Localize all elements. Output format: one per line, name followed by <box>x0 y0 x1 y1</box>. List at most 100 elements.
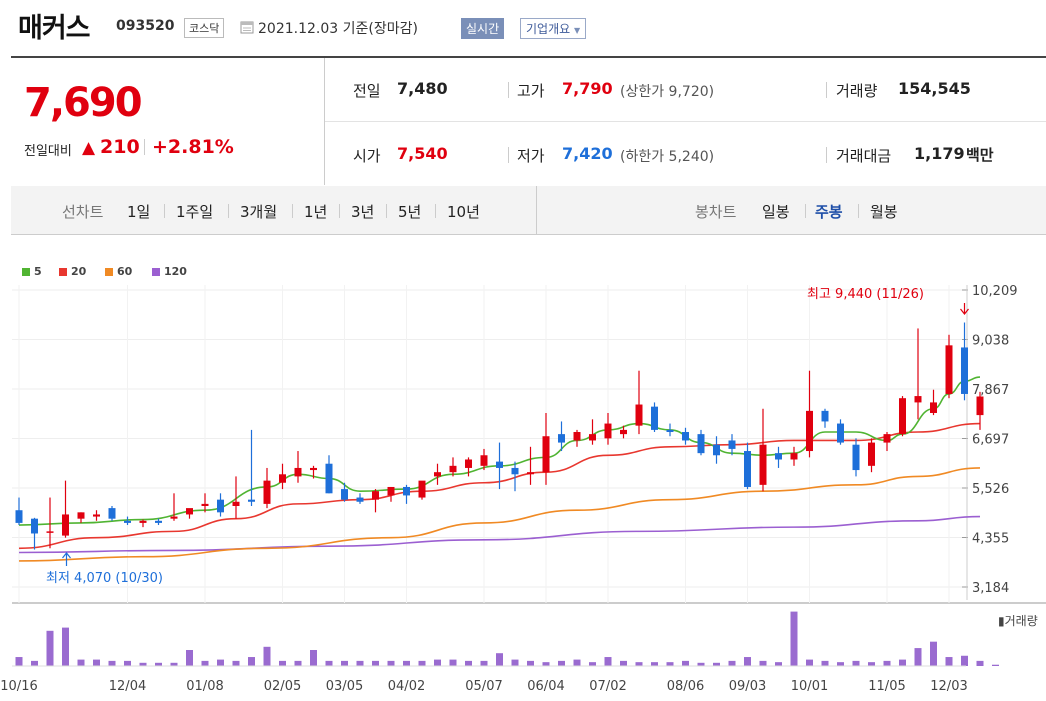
dropdown-arrow-icon: ▼ <box>574 26 581 35</box>
candle-body <box>666 429 674 433</box>
volume-bar <box>480 660 488 666</box>
ma120-line <box>18 515 981 554</box>
candle-body <box>279 474 286 483</box>
company-overview-button[interactable]: 기업개요 ▼ <box>520 18 587 39</box>
candle-body <box>46 531 54 533</box>
candle-body <box>387 486 395 496</box>
candle-body <box>263 480 271 504</box>
y-tick-label: 5,526 <box>972 482 1009 497</box>
volume-bar <box>635 662 643 666</box>
volume-bar <box>697 662 705 666</box>
high-arrow-icon <box>960 303 969 315</box>
period-1y[interactable]: 1년 <box>304 203 328 221</box>
y-tick-label: 10,209 <box>972 284 1018 299</box>
high-value: 7,790 <box>562 79 613 98</box>
period-5y[interactable]: 5년 <box>398 203 422 221</box>
candle-body <box>573 432 581 441</box>
volume-bar <box>310 650 317 666</box>
period-3y[interactable]: 3년 <box>351 203 375 221</box>
x-tick-label: 07/02 <box>589 679 626 694</box>
period-1d[interactable]: 1일 <box>127 203 151 221</box>
divider <box>508 82 509 98</box>
candle-body <box>201 503 209 506</box>
volume-bar <box>496 653 503 666</box>
x-tick-label: 10/01 <box>791 679 828 694</box>
y-tick-label: 7,867 <box>972 383 1009 398</box>
amount-unit: 백만 <box>966 146 994 164</box>
y-tick-label: 4,355 <box>972 532 1009 547</box>
legend-ma120: 120 <box>164 265 187 278</box>
candle-body <box>976 396 984 416</box>
volume-bar <box>666 662 674 666</box>
candle-body <box>728 440 736 449</box>
realtime-button[interactable]: 실시간 <box>461 18 505 39</box>
volume-bar <box>992 664 999 666</box>
divider <box>386 204 387 218</box>
candle-body <box>542 436 550 473</box>
candle-weekly[interactable]: 주봉 <box>815 203 843 221</box>
volume-bar <box>961 655 968 666</box>
candle-body <box>775 453 782 460</box>
volume-bar <box>93 659 100 666</box>
period-10y[interactable]: 10년 <box>447 203 480 221</box>
candle-body <box>511 467 519 475</box>
candle-body <box>170 516 178 519</box>
volume-bar <box>976 660 984 666</box>
volume-bar <box>31 660 38 666</box>
candle-body <box>155 520 162 523</box>
volume-bar <box>914 648 922 666</box>
candle-body <box>930 402 937 413</box>
candle-body <box>77 512 85 519</box>
volume-bar <box>682 660 689 666</box>
candle-body <box>682 432 689 441</box>
volume-bar <box>542 662 550 666</box>
open-value: 7,540 <box>397 144 448 163</box>
volume-bar <box>263 646 271 666</box>
period-3m[interactable]: 3개월 <box>240 203 278 221</box>
divider <box>858 204 859 218</box>
volume-bar <box>372 660 379 666</box>
volume-bar <box>604 657 612 666</box>
volume-bar <box>759 660 767 666</box>
period-1w[interactable]: 1주일 <box>176 203 214 221</box>
volume-bar <box>217 659 224 666</box>
candle-body <box>294 467 302 477</box>
candle-body <box>589 434 596 441</box>
current-price: 7,690 <box>24 80 143 126</box>
volume-bar <box>527 660 534 666</box>
divider <box>536 186 537 234</box>
candle-body <box>310 467 317 471</box>
divider <box>435 204 436 218</box>
candle-body <box>945 345 953 394</box>
candle-body <box>821 410 829 422</box>
volume-bar <box>511 659 519 666</box>
volume-bar <box>806 659 813 666</box>
volume-bar <box>170 662 178 666</box>
legend-swatch-ma5 <box>22 268 30 276</box>
x-tick-label: 03/05 <box>326 679 363 694</box>
up-triangle-icon: ▲ <box>82 138 96 158</box>
volume-bar <box>341 660 348 666</box>
market-badge: 코스닥 <box>184 18 225 38</box>
x-tick-label: 12/04 <box>109 679 146 694</box>
volume-bar <box>449 659 457 666</box>
volume-bar <box>139 662 147 666</box>
volume-bar <box>775 662 782 666</box>
divider <box>228 204 229 218</box>
stock-name: 매커스 <box>18 13 91 44</box>
candle-body <box>868 442 875 466</box>
low-label: 저가 <box>517 147 545 165</box>
candle-body <box>883 434 891 443</box>
candle-daily[interactable]: 일봉 <box>762 203 790 221</box>
low-value: 7,420 <box>562 144 613 163</box>
candle-body <box>434 472 441 477</box>
divider <box>144 139 145 155</box>
volume-value: 154,545 <box>898 79 971 98</box>
volume-bar <box>186 650 193 666</box>
open-label: 시가 <box>353 147 381 165</box>
volume-bar <box>728 660 736 666</box>
candle-monthly[interactable]: 월봉 <box>870 203 898 221</box>
divider <box>826 82 827 98</box>
company-overview-label: 기업개요 <box>526 22 571 36</box>
volume-bar <box>248 657 255 666</box>
